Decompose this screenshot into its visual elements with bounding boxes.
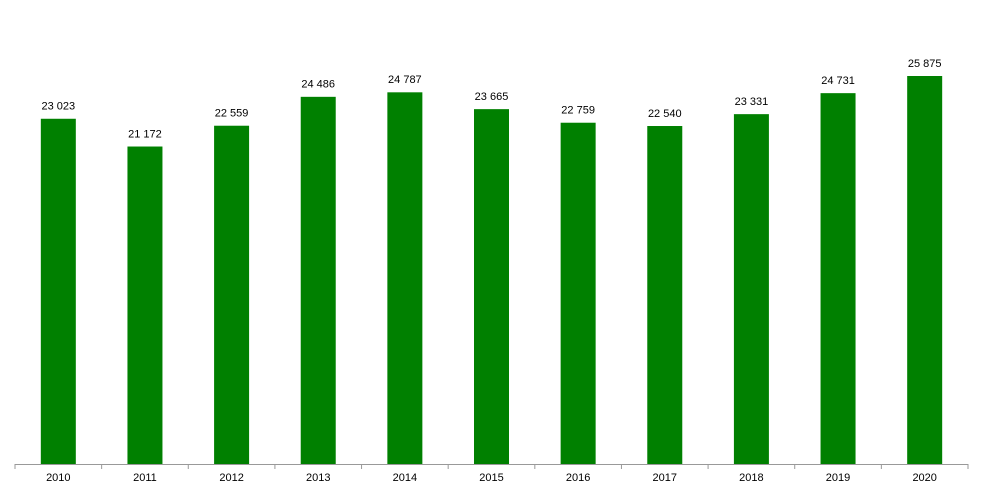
x-tick-label: 2015 xyxy=(479,472,503,484)
bar xyxy=(300,96,336,464)
x-tick-label: 2013 xyxy=(306,472,330,484)
value-label: 25 875 xyxy=(908,58,942,70)
bar xyxy=(560,122,596,464)
bar xyxy=(214,125,250,464)
x-tick-label: 2017 xyxy=(653,472,677,484)
x-tick-label: 2011 xyxy=(133,472,157,484)
value-label: 23 331 xyxy=(735,96,769,108)
value-label: 22 759 xyxy=(561,105,595,117)
x-tick-label: 2012 xyxy=(219,472,243,484)
x-tick-label: 2018 xyxy=(739,472,763,484)
value-label: 22 559 xyxy=(215,108,249,120)
value-label: 21 172 xyxy=(128,128,162,140)
x-tick-label: 2016 xyxy=(566,472,590,484)
bar xyxy=(40,118,76,464)
bar xyxy=(820,93,856,464)
x-tick-label: 2010 xyxy=(46,472,70,484)
x-tick-label: 2014 xyxy=(393,472,417,484)
x-tick-label: 2019 xyxy=(826,472,850,484)
value-label: 22 540 xyxy=(648,108,682,120)
value-label: 24 787 xyxy=(388,74,422,86)
value-label: 24 486 xyxy=(301,79,335,91)
bar xyxy=(127,146,163,464)
bar xyxy=(474,109,509,465)
value-label: 23 023 xyxy=(41,101,75,113)
bar xyxy=(647,126,683,465)
bar xyxy=(387,92,423,464)
bar xyxy=(733,114,769,465)
x-tick-label: 2020 xyxy=(912,472,936,484)
bar xyxy=(907,76,943,464)
value-label: 24 731 xyxy=(821,75,855,87)
value-label: 23 665 xyxy=(475,91,509,103)
